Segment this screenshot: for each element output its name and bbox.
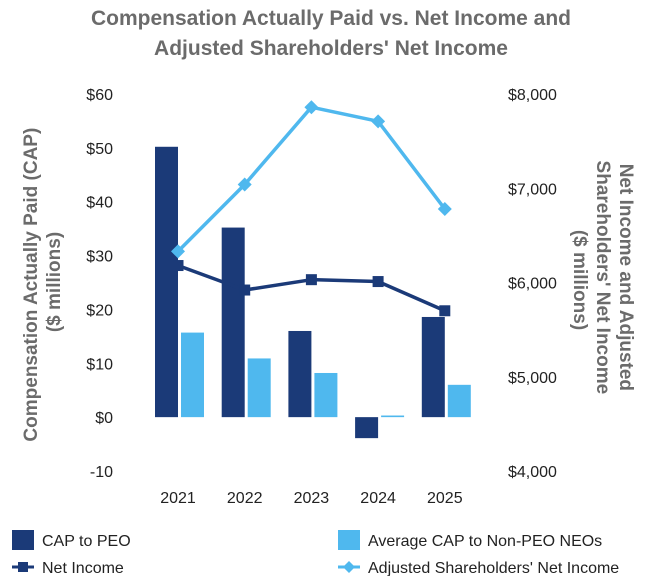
bar-cap-peo-2021 xyxy=(155,146,178,418)
legend-marker-net-income xyxy=(18,562,28,572)
x-tick-label: 2025 xyxy=(427,490,463,507)
right-axis-title: Net Income and Adjusted Shareholders' Ne… xyxy=(569,161,636,400)
bar-cap-peo-2022 xyxy=(221,227,245,418)
legend-label-net-income: Net Income xyxy=(42,560,124,576)
bar-avg-cap-2025 xyxy=(447,384,471,418)
legend-swatch-avg-cap xyxy=(338,530,360,550)
legend-label-cap-peo: CAP to PEO xyxy=(42,533,131,550)
x-tick-label: 2023 xyxy=(294,490,330,507)
bar-avg-cap-2023 xyxy=(314,372,338,418)
right-tick-label: $4,000 xyxy=(508,464,557,481)
x-tick-label: 2022 xyxy=(227,490,263,507)
point-adjusted-net-income-2023 xyxy=(304,100,319,115)
line-adjusted-net-income xyxy=(176,105,447,253)
right-axis-title-line-2: Shareholders' Net Income xyxy=(592,161,613,395)
left-tick-label: $60 xyxy=(86,87,113,104)
bar-avg-cap-2024 xyxy=(381,415,405,418)
point-net-income-2021 xyxy=(172,260,184,272)
point-net-income-2024 xyxy=(372,276,384,288)
legend: CAP to PEO Average CAP to Non-PEO NEOs N… xyxy=(12,530,619,576)
point-adjusted-net-income-2025 xyxy=(437,201,452,216)
bar-cap-peo-2023 xyxy=(288,330,312,418)
legend-swatch-cap-peo xyxy=(12,530,34,550)
right-tick-label: $6,000 xyxy=(508,276,557,293)
left-axis-title: Compensation Actually Paid (CAP) ($ mill… xyxy=(21,122,65,441)
right-axis-title-line-1: Net Income and Adjusted xyxy=(615,164,636,391)
left-tick-label: $40 xyxy=(86,195,113,212)
point-net-income-2025 xyxy=(439,305,451,317)
left-axis-title-line-2: ($ millions) xyxy=(44,232,65,332)
bar-cap-peo-2025 xyxy=(421,316,445,418)
chart-title: Compensation Actually Paid vs. Net Incom… xyxy=(0,4,662,64)
bar-avg-cap-2021 xyxy=(181,332,204,418)
right-axis-title-line-3: ($ millions) xyxy=(569,230,590,330)
x-tick-label: 2021 xyxy=(160,490,196,507)
legend-label-adjusted: Adjusted Shareholders' Net Income xyxy=(368,560,619,576)
left-tick-label: $30 xyxy=(86,249,113,266)
point-net-income-2023 xyxy=(305,274,317,286)
left-tick-label: $20 xyxy=(86,302,113,319)
legend-marker-adjusted xyxy=(343,561,355,573)
left-tick-label: $10 xyxy=(86,356,113,373)
chart-title-line-1: Compensation Actually Paid vs. Net Incom… xyxy=(91,7,571,30)
point-adjusted-net-income-2021 xyxy=(171,244,185,259)
line-net-income xyxy=(177,263,446,313)
chart-title-line-2: Adjusted Shareholders' Net Income xyxy=(154,37,508,60)
left-tick-label: -10 xyxy=(90,464,113,481)
left-axis-title-line-1: Compensation Actually Paid (CAP) xyxy=(21,128,42,442)
legend-label-avg-cap: Average CAP to Non-PEO NEOs xyxy=(368,533,602,550)
point-net-income-2022 xyxy=(239,284,251,296)
bar-avg-cap-2022 xyxy=(247,358,271,418)
bar-cap-peo-2024 xyxy=(355,417,379,439)
right-tick-label: $8,000 xyxy=(508,87,557,104)
left-tick-label: $0 xyxy=(95,410,113,427)
left-tick-label: $50 xyxy=(86,141,113,158)
right-tick-label: $5,000 xyxy=(508,370,557,387)
point-adjusted-net-income-2024 xyxy=(371,114,386,129)
point-adjusted-net-income-2022 xyxy=(237,177,252,192)
x-tick-label: 2024 xyxy=(360,490,396,507)
right-tick-label: $7,000 xyxy=(508,181,557,198)
